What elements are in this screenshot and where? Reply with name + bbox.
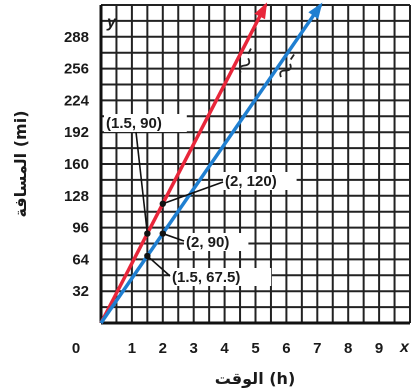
line-label-glyph [279, 54, 295, 78]
x-tick-label: 9 [375, 340, 383, 357]
annotation-leader [162, 232, 185, 242]
x-tick-label: 0 [72, 340, 80, 357]
series-line-a [99, 4, 268, 324]
x-tick-label: 6 [282, 340, 290, 357]
annotation-label: (1.5, 67.5) [172, 269, 240, 286]
y-tick-label: 288 [64, 29, 89, 46]
y-tick-label: 96 [72, 220, 89, 237]
series-arrow-b [308, 2, 323, 20]
y-axis-title: المسافة (mi) [11, 110, 30, 217]
annotation-label: (1.5, 90) [106, 115, 162, 132]
x-tick-label: 1 [128, 340, 136, 357]
annotation-label: (2, 90) [186, 234, 229, 251]
data-point [159, 230, 166, 237]
y-axis-letter: y [106, 14, 117, 31]
x-tick-label: 8 [344, 340, 352, 357]
annotation-leader [162, 181, 224, 205]
annotations: (1.5, 90) (2, 120) (2, 90) (1.5, 67.5) [104, 114, 297, 286]
x-axis-letter: x [399, 339, 410, 356]
annotation-label: (2, 120) [225, 173, 277, 190]
annotation-label-background [223, 172, 297, 190]
series-line-b [99, 4, 323, 324]
series-label-a [238, 48, 252, 74]
x-tick-label: 2 [159, 340, 167, 357]
series-arrow-a [254, 2, 268, 20]
axes: 0 1 2 3 4 5 6 7 8 9 32 64 96 128 160 192 224 256 288 [64, 5, 410, 357]
series-label-b [279, 54, 295, 78]
y-tick-label: 192 [64, 124, 89, 141]
y-tick-label: 224 [64, 92, 90, 109]
line-label-glyph [238, 48, 252, 74]
annotation-label-background [184, 233, 249, 251]
y-tick-label: 64 [72, 251, 89, 268]
data-point [144, 252, 151, 260]
y-tick-label: 256 [64, 61, 89, 78]
data-point [159, 200, 166, 207]
annotation-leader [146, 255, 171, 277]
y-tick-label: 32 [72, 283, 89, 300]
y-tick-label: 160 [64, 156, 89, 173]
x-tick-label: 3 [190, 340, 198, 357]
x-tick-label: 5 [251, 340, 259, 357]
x-axis-title: الوقت (h) [215, 369, 296, 388]
annotation-label-background [170, 268, 272, 286]
x-tick-label: 4 [220, 340, 229, 357]
annotation-label-background [104, 114, 187, 132]
series-lines [99, 2, 323, 324]
y-tick-label: 128 [64, 188, 89, 205]
data-point [144, 230, 151, 237]
annotation-leader [135, 131, 149, 234]
x-tick-label: 7 [313, 340, 321, 357]
